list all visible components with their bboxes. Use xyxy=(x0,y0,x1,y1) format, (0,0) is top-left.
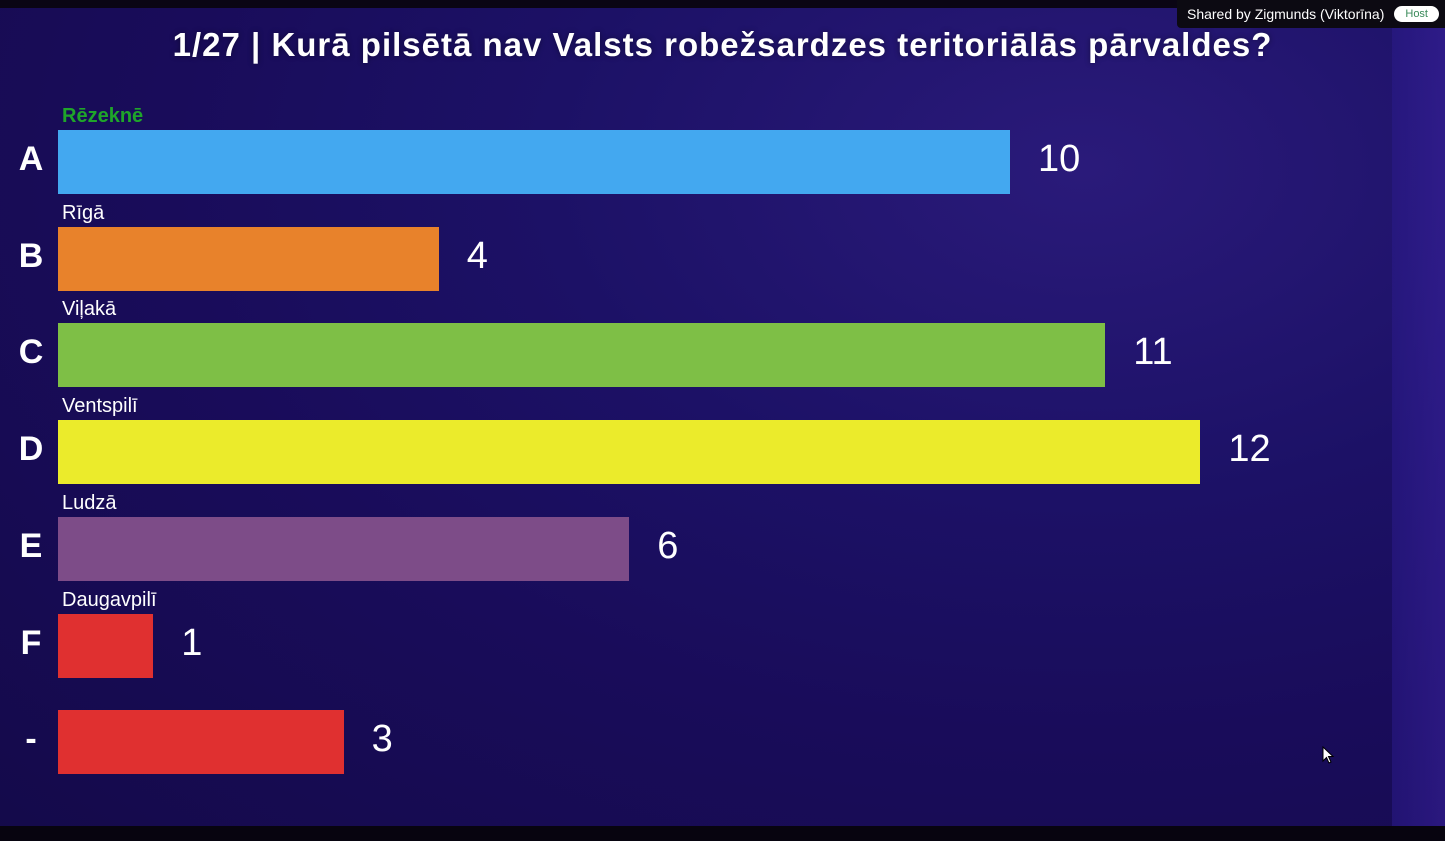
result-bar xyxy=(58,516,630,581)
result-bar xyxy=(58,226,439,291)
option-letter: B xyxy=(18,236,44,275)
result-bar xyxy=(58,613,154,678)
answer-label: Rēzeknē xyxy=(62,105,144,127)
result-row: Daugavpilī F 1 xyxy=(0,584,1380,680)
top-border xyxy=(0,0,1445,8)
option-letter: E xyxy=(19,526,43,565)
vote-count-label: 1 xyxy=(181,621,203,664)
vote-count-label: 11 xyxy=(1133,331,1173,374)
mouse-cursor-icon xyxy=(1322,746,1335,764)
result-row: Rīgā B 4 xyxy=(0,197,1380,293)
question-title: 1/27 | Kurā pilsētā nav Valsts robežsard… xyxy=(172,26,1273,63)
screen-share-banner: Shared by Zigmunds (Viktorīna) Host xyxy=(1176,0,1445,28)
bottom-border xyxy=(0,826,1445,841)
option-letter: A xyxy=(18,140,44,178)
result-row: Ventspilī D 12 xyxy=(0,390,1380,486)
vote-count-label: 10 xyxy=(1038,138,1081,180)
answer-label: Ventspilī xyxy=(62,395,138,418)
vote-count-label: 6 xyxy=(657,524,679,567)
result-bar xyxy=(58,130,1010,194)
right-border xyxy=(1392,8,1445,826)
option-letter: D xyxy=(18,430,44,469)
vote-count-label: 4 xyxy=(466,234,488,277)
vote-count-label: 12 xyxy=(1228,428,1271,471)
result-row: -3 xyxy=(0,680,1380,776)
result-bar xyxy=(58,420,1201,485)
vote-count-label: 3 xyxy=(371,718,393,761)
answer-label: Viļakā xyxy=(62,298,117,321)
result-bar xyxy=(58,710,344,775)
result-row: Ludzā E 6 xyxy=(0,487,1380,583)
result-row: Rēzeknē A 10 xyxy=(0,100,1380,196)
result-row: Viļakā C 11 xyxy=(0,293,1380,389)
answer-label: Daugavpilī xyxy=(62,588,157,611)
answer-label: Rīgā xyxy=(62,201,105,224)
result-bar xyxy=(58,323,1106,388)
share-status-text: Shared by Zigmunds (Viktorīna) xyxy=(1186,6,1385,22)
option-letter: C xyxy=(18,333,44,372)
option-letter: - xyxy=(25,720,37,759)
host-badge: Host xyxy=(1394,6,1439,22)
answer-label: Ludzā xyxy=(62,491,117,514)
option-letter: F xyxy=(20,623,42,662)
